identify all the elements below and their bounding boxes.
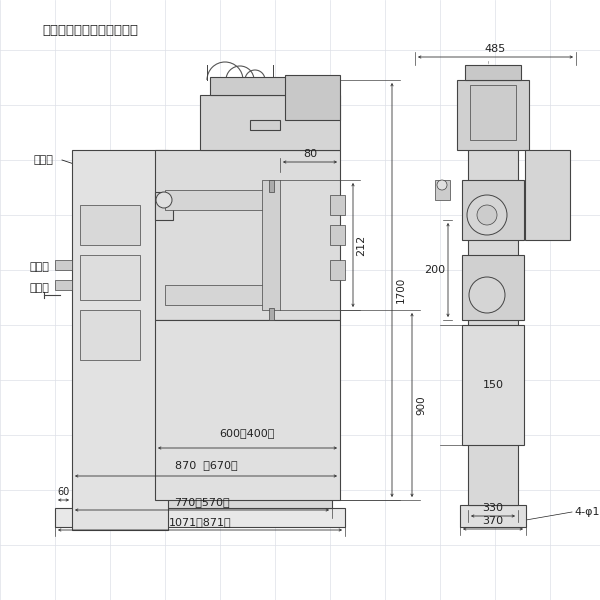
Bar [462, 255, 524, 320]
Text: 870  （670）: 870 （670） [175, 460, 238, 470]
Bar [285, 75, 340, 120]
Bar [468, 115, 518, 505]
Text: 1700: 1700 [396, 277, 406, 303]
Bar [200, 95, 340, 150]
Bar [165, 190, 275, 210]
Circle shape [469, 277, 505, 313]
Bar [525, 150, 570, 240]
Bar [80, 255, 140, 300]
Text: 212: 212 [356, 235, 366, 256]
Bar [80, 205, 140, 245]
Bar [330, 260, 345, 280]
Bar [435, 180, 450, 200]
Bar [330, 195, 345, 215]
Text: 600（400）: 600（400） [220, 428, 275, 438]
Text: 330: 330 [482, 503, 503, 513]
Bar [55, 280, 72, 290]
Bar [80, 310, 140, 360]
Text: 4-φ18: 4-φ18 [574, 507, 600, 517]
Text: 150: 150 [482, 380, 503, 390]
Bar [330, 225, 345, 245]
Bar [262, 180, 280, 310]
Bar [165, 285, 275, 305]
Bar [465, 65, 521, 80]
Bar [470, 85, 516, 140]
Text: （　）内はショートタイプ: （ ）内はショートタイプ [42, 23, 138, 37]
Bar [72, 498, 332, 508]
Circle shape [477, 205, 497, 225]
Text: 60: 60 [57, 487, 69, 497]
Text: 200: 200 [424, 265, 445, 275]
Text: 900: 900 [416, 395, 426, 415]
Text: 485: 485 [485, 44, 506, 54]
Text: 80: 80 [303, 149, 317, 159]
Bar [55, 260, 72, 270]
Bar [462, 325, 524, 445]
Text: 370: 370 [482, 516, 503, 526]
Text: 給気口: 給気口 [33, 155, 53, 165]
Bar [72, 150, 168, 530]
Bar [269, 308, 274, 320]
Circle shape [156, 192, 172, 208]
Bar [210, 77, 330, 95]
Circle shape [437, 180, 447, 190]
Bar [462, 180, 524, 240]
Text: 770（570）: 770（570） [174, 497, 230, 507]
Bar [460, 505, 526, 527]
Bar [55, 508, 345, 527]
Bar [155, 192, 173, 220]
Text: 給水口: 給水口 [30, 262, 50, 272]
Bar [269, 180, 274, 192]
Text: 排水口: 排水口 [30, 283, 50, 293]
Bar [155, 150, 340, 320]
Bar [250, 120, 280, 130]
Circle shape [467, 195, 507, 235]
Text: 1071（871）: 1071（871） [169, 517, 232, 527]
Bar [457, 80, 529, 150]
Bar [155, 320, 340, 500]
